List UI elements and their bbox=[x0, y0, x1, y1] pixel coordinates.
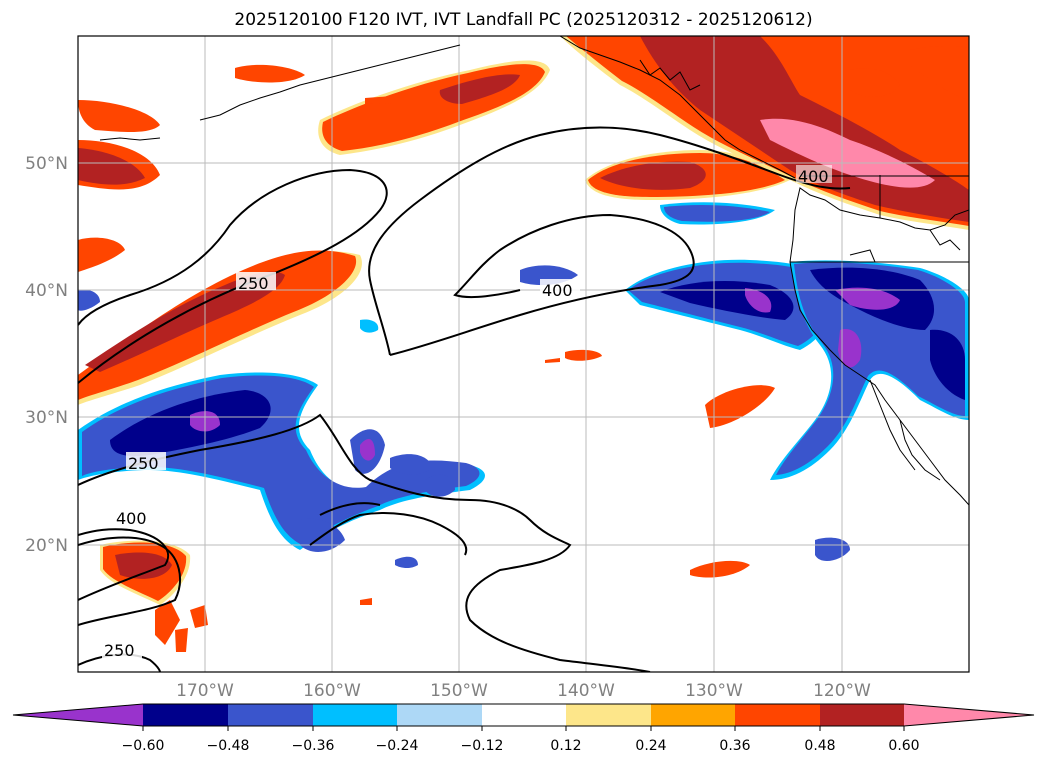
colorbar-tick-label: −0.48 bbox=[207, 738, 250, 754]
ivt-contours bbox=[78, 126, 851, 672]
lon-label: 140°W bbox=[557, 681, 615, 701]
latitude-labels: 50°N 40°N 30°N 20°N bbox=[25, 154, 68, 556]
map-plot-area: 250 400 250 400 250 400 bbox=[78, 36, 969, 672]
contour-label-250: 250 bbox=[128, 454, 159, 473]
contour-label-400: 400 bbox=[542, 281, 573, 300]
colorbar-segment bbox=[143, 704, 228, 726]
colorbar-segment bbox=[566, 704, 651, 726]
colorbar-right-extension bbox=[904, 704, 1034, 726]
contour-label-400: 400 bbox=[116, 509, 147, 528]
contour-labels: 250 400 250 400 250 400 bbox=[102, 165, 832, 660]
lon-label: 170°W bbox=[176, 681, 234, 701]
lon-label: 120°W bbox=[813, 681, 871, 701]
lat-label: 40°N bbox=[25, 281, 68, 301]
contour-label-250: 250 bbox=[238, 274, 269, 293]
contour-label-250: 250 bbox=[104, 641, 135, 660]
colorbar-tick-label: 0.24 bbox=[635, 738, 666, 754]
colorbar-tick-label: −0.60 bbox=[122, 738, 165, 754]
colorbar-segment bbox=[820, 704, 904, 726]
lon-label: 130°W bbox=[685, 681, 743, 701]
lat-label: 30°N bbox=[25, 408, 68, 428]
contour-label-400: 400 bbox=[798, 167, 829, 186]
colorbar-segment bbox=[313, 704, 397, 726]
colorbar-tick-label: 0.60 bbox=[888, 738, 919, 754]
colorbar-tick-label: 0.12 bbox=[550, 738, 581, 754]
colorbar-tick-label: 0.36 bbox=[719, 738, 750, 754]
colorbar-segment bbox=[651, 704, 735, 726]
colorbar-segment bbox=[397, 704, 482, 726]
graticule bbox=[78, 36, 969, 672]
colorbar-tick-label: −0.36 bbox=[292, 738, 335, 754]
colorbar-segment bbox=[228, 704, 313, 726]
lat-label: 50°N bbox=[25, 154, 68, 174]
colorbar-tick-label: 0.48 bbox=[804, 738, 835, 754]
colorbar-left-extension bbox=[13, 704, 143, 726]
colorbar-tick-label: −0.24 bbox=[376, 738, 419, 754]
map-frame bbox=[77, 35, 970, 673]
lon-label: 150°W bbox=[430, 681, 488, 701]
lat-label: 20°N bbox=[25, 536, 68, 556]
lon-label: 160°W bbox=[303, 681, 361, 701]
colorbar-tick-label: −0.12 bbox=[461, 738, 504, 754]
map-title: 2025120100 F120 IVT, IVT Landfall PC (20… bbox=[234, 10, 813, 30]
negative-anomaly-shading bbox=[78, 202, 969, 569]
colorbar-segment bbox=[482, 704, 566, 726]
longitude-labels: 170°W 160°W 150°W 140°W 130°W 120°W bbox=[176, 681, 871, 701]
colorbar-segment bbox=[735, 704, 820, 726]
colorbar: −0.60 −0.48 −0.36 −0.24 −0.12 0.12 0.24 … bbox=[12, 703, 1035, 754]
coastlines bbox=[99, 36, 969, 506]
